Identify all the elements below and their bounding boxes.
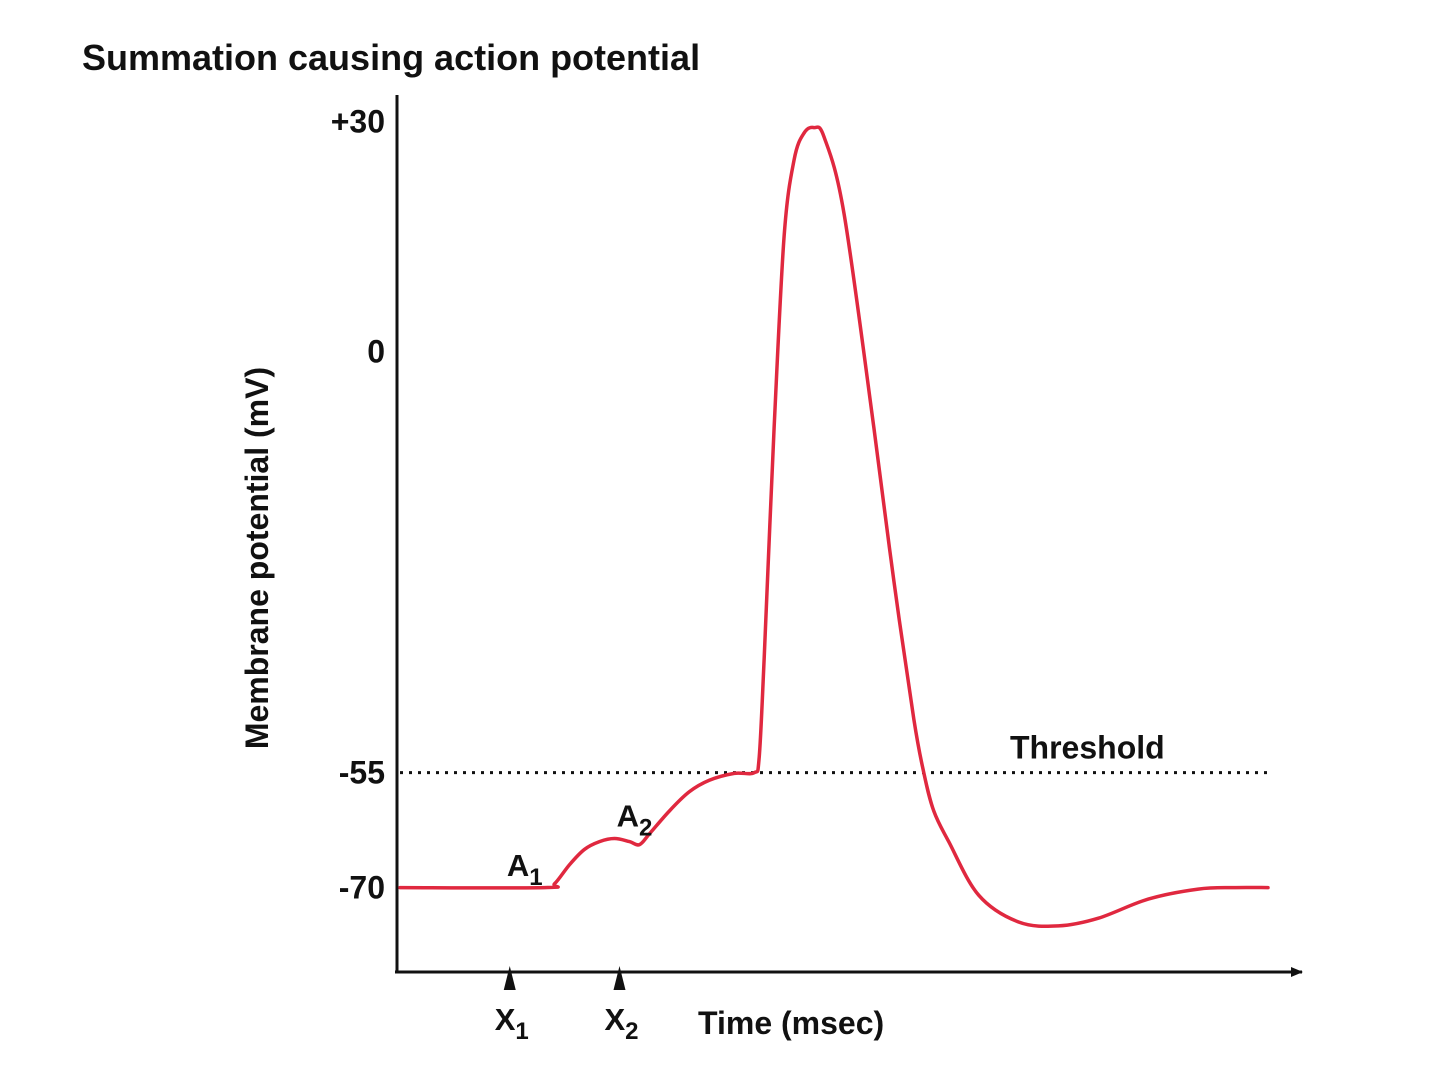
y-tick-label: 0	[367, 333, 385, 369]
stimulus-arrow-icon	[613, 966, 626, 990]
stimulus-label: X2	[604, 1002, 638, 1045]
y-tick-label: -55	[339, 755, 385, 791]
stimulus-marker: X2	[604, 966, 639, 1045]
y-axis-label: Membrane potential (mV)	[239, 367, 275, 749]
y-tick-label: +30	[331, 103, 385, 139]
chart-title: Summation causing action potential	[82, 37, 700, 78]
stimulus-marker: X1	[495, 966, 529, 1045]
membrane-potential-line	[398, 125, 1270, 929]
threshold-label: Threshold	[1010, 730, 1165, 766]
annotations: A1 A2	[507, 798, 652, 891]
annotation-label: A2	[617, 798, 653, 841]
y-tick-labels: +30 0 -55 -70	[331, 103, 385, 905]
annotation-label: A1	[507, 848, 543, 891]
stimulus-label: X1	[495, 1002, 529, 1045]
stimulus-arrow-icon	[503, 966, 516, 990]
y-tick-label: -70	[339, 870, 385, 906]
stimulus-markers: X1 X2	[495, 966, 639, 1045]
x-axis-label: Time (msec)	[698, 1005, 884, 1041]
